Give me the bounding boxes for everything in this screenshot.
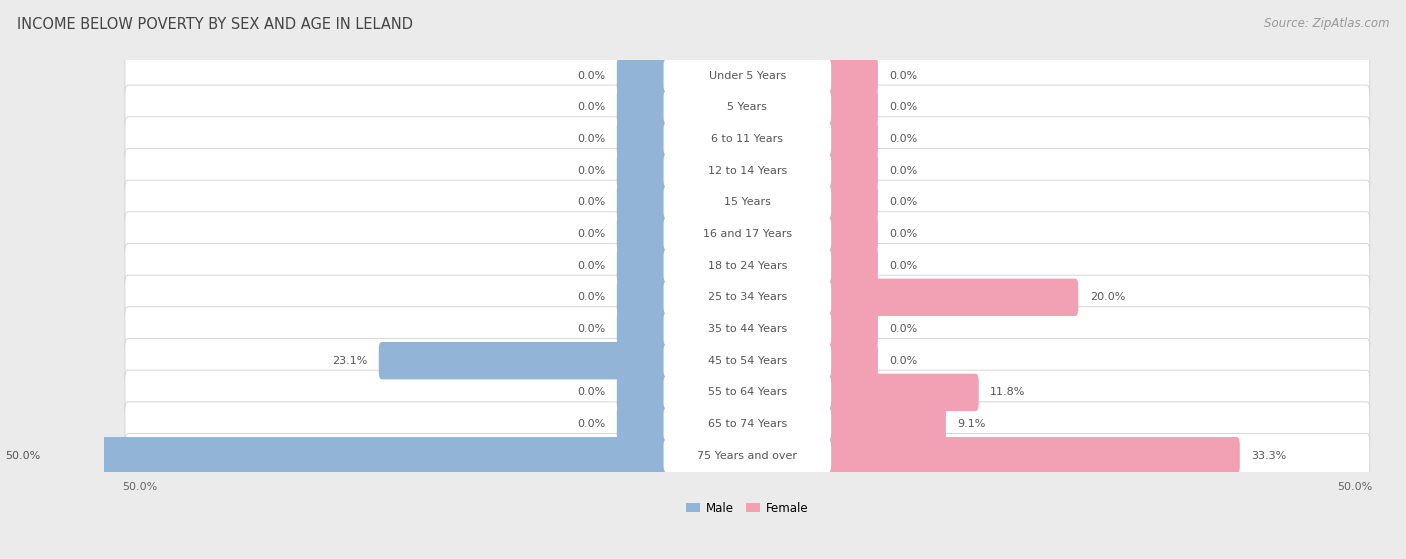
FancyBboxPatch shape	[664, 218, 831, 250]
Text: 0.0%: 0.0%	[890, 197, 918, 207]
Text: 0.0%: 0.0%	[576, 387, 605, 397]
FancyBboxPatch shape	[664, 439, 831, 472]
FancyBboxPatch shape	[617, 88, 665, 126]
Text: 0.0%: 0.0%	[890, 102, 918, 112]
FancyBboxPatch shape	[125, 117, 1369, 161]
FancyBboxPatch shape	[664, 313, 831, 345]
Text: 20.0%: 20.0%	[1090, 292, 1125, 302]
FancyBboxPatch shape	[617, 152, 665, 190]
FancyBboxPatch shape	[830, 120, 877, 158]
Text: INCOME BELOW POVERTY BY SEX AND AGE IN LELAND: INCOME BELOW POVERTY BY SEX AND AGE IN L…	[17, 17, 413, 32]
Legend: Male, Female: Male, Female	[682, 497, 813, 519]
Text: 50.0%: 50.0%	[6, 451, 41, 461]
Text: 18 to 24 Years: 18 to 24 Years	[707, 260, 787, 271]
FancyBboxPatch shape	[125, 180, 1369, 225]
Text: 0.0%: 0.0%	[576, 324, 605, 334]
FancyBboxPatch shape	[617, 57, 665, 94]
Text: 15 Years: 15 Years	[724, 197, 770, 207]
FancyBboxPatch shape	[664, 376, 831, 409]
FancyBboxPatch shape	[830, 247, 877, 285]
Text: 25 to 34 Years: 25 to 34 Years	[707, 292, 787, 302]
FancyBboxPatch shape	[125, 53, 1369, 98]
FancyBboxPatch shape	[617, 373, 665, 411]
FancyBboxPatch shape	[617, 120, 665, 158]
Text: 0.0%: 0.0%	[576, 260, 605, 271]
FancyBboxPatch shape	[617, 247, 665, 285]
FancyBboxPatch shape	[125, 85, 1369, 130]
FancyBboxPatch shape	[125, 275, 1369, 320]
FancyBboxPatch shape	[664, 408, 831, 440]
Text: 0.0%: 0.0%	[890, 356, 918, 366]
FancyBboxPatch shape	[830, 88, 877, 126]
FancyBboxPatch shape	[617, 183, 665, 221]
Text: Source: ZipAtlas.com: Source: ZipAtlas.com	[1264, 17, 1389, 30]
FancyBboxPatch shape	[125, 370, 1369, 415]
Text: 0.0%: 0.0%	[890, 260, 918, 271]
FancyBboxPatch shape	[664, 123, 831, 155]
FancyBboxPatch shape	[125, 212, 1369, 256]
Text: 33.3%: 33.3%	[1251, 451, 1286, 461]
FancyBboxPatch shape	[617, 278, 665, 316]
FancyBboxPatch shape	[664, 186, 831, 219]
Text: 6 to 11 Years: 6 to 11 Years	[711, 134, 783, 144]
Text: 0.0%: 0.0%	[890, 165, 918, 176]
Text: 0.0%: 0.0%	[576, 165, 605, 176]
FancyBboxPatch shape	[830, 342, 877, 380]
FancyBboxPatch shape	[664, 281, 831, 314]
Text: Under 5 Years: Under 5 Years	[709, 70, 786, 80]
FancyBboxPatch shape	[125, 402, 1369, 446]
Text: 23.1%: 23.1%	[332, 356, 367, 366]
FancyBboxPatch shape	[830, 183, 877, 221]
FancyBboxPatch shape	[617, 215, 665, 253]
Text: 0.0%: 0.0%	[890, 70, 918, 80]
FancyBboxPatch shape	[664, 91, 831, 124]
Text: 12 to 14 Years: 12 to 14 Years	[707, 165, 787, 176]
Text: 75 Years and over: 75 Years and over	[697, 451, 797, 461]
FancyBboxPatch shape	[664, 154, 831, 187]
FancyBboxPatch shape	[830, 310, 877, 348]
Text: 65 to 74 Years: 65 to 74 Years	[707, 419, 787, 429]
Text: 0.0%: 0.0%	[576, 419, 605, 429]
FancyBboxPatch shape	[830, 373, 979, 411]
FancyBboxPatch shape	[125, 149, 1369, 193]
FancyBboxPatch shape	[125, 244, 1369, 288]
FancyBboxPatch shape	[617, 405, 665, 443]
FancyBboxPatch shape	[52, 437, 665, 475]
FancyBboxPatch shape	[664, 59, 831, 92]
FancyBboxPatch shape	[664, 249, 831, 282]
Text: 0.0%: 0.0%	[890, 324, 918, 334]
FancyBboxPatch shape	[830, 278, 1078, 316]
FancyBboxPatch shape	[830, 215, 877, 253]
Text: 55 to 64 Years: 55 to 64 Years	[707, 387, 787, 397]
Text: 0.0%: 0.0%	[576, 102, 605, 112]
FancyBboxPatch shape	[830, 57, 877, 94]
FancyBboxPatch shape	[617, 310, 665, 348]
FancyBboxPatch shape	[125, 307, 1369, 351]
Text: 0.0%: 0.0%	[576, 197, 605, 207]
FancyBboxPatch shape	[830, 437, 1240, 475]
Text: 0.0%: 0.0%	[576, 292, 605, 302]
Text: 0.0%: 0.0%	[890, 134, 918, 144]
FancyBboxPatch shape	[125, 339, 1369, 383]
Text: 5 Years: 5 Years	[727, 102, 768, 112]
FancyBboxPatch shape	[378, 342, 665, 380]
FancyBboxPatch shape	[830, 405, 946, 443]
Text: 0.0%: 0.0%	[576, 229, 605, 239]
Text: 9.1%: 9.1%	[957, 419, 986, 429]
FancyBboxPatch shape	[664, 344, 831, 377]
Text: 35 to 44 Years: 35 to 44 Years	[707, 324, 787, 334]
Text: 0.0%: 0.0%	[576, 134, 605, 144]
Text: 16 and 17 Years: 16 and 17 Years	[703, 229, 792, 239]
Text: 45 to 54 Years: 45 to 54 Years	[707, 356, 787, 366]
FancyBboxPatch shape	[125, 434, 1369, 478]
FancyBboxPatch shape	[830, 152, 877, 190]
Text: 11.8%: 11.8%	[990, 387, 1025, 397]
Text: 0.0%: 0.0%	[890, 229, 918, 239]
Text: 0.0%: 0.0%	[576, 70, 605, 80]
